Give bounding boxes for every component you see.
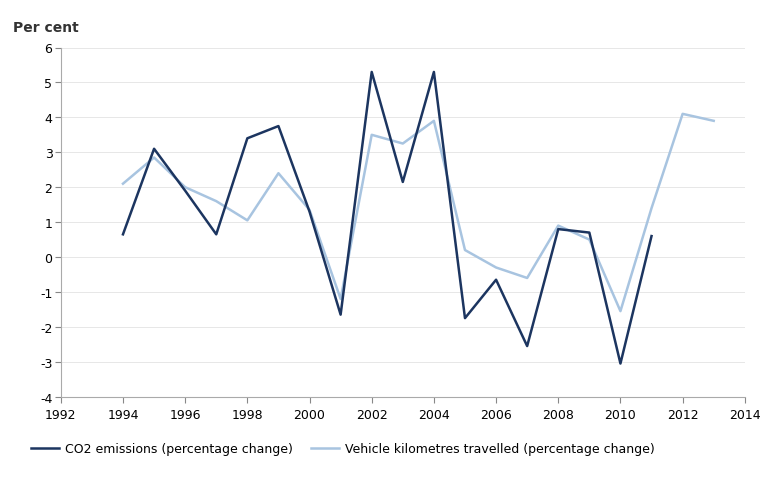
Vehicle kilometres travelled (percentage change) (429, 119, 439, 124)
Vehicle kilometres travelled (percentage change) (367, 133, 376, 138)
CO2 emissions (percentage change) (523, 344, 532, 349)
CO2 emissions (percentage change) (242, 136, 252, 142)
CO2 emissions (percentage change) (647, 234, 656, 240)
CO2 emissions (percentage change) (119, 232, 128, 238)
CO2 emissions (percentage change) (274, 124, 283, 130)
Vehicle kilometres travelled (percentage change) (336, 296, 345, 302)
Vehicle kilometres travelled (percentage change) (181, 185, 190, 191)
CO2 emissions (percentage change) (181, 188, 190, 194)
Vehicle kilometres travelled (percentage change) (554, 223, 563, 229)
CO2 emissions (percentage change) (461, 316, 470, 321)
Line: Vehicle kilometres travelled (percentage change): Vehicle kilometres travelled (percentage… (123, 115, 714, 312)
Vehicle kilometres travelled (percentage change) (678, 112, 687, 118)
CO2 emissions (percentage change) (554, 227, 563, 232)
CO2 emissions (percentage change) (212, 232, 221, 238)
Vehicle kilometres travelled (percentage change) (305, 208, 314, 213)
Legend: CO2 emissions (percentage change), Vehicle kilometres travelled (percentage chan: CO2 emissions (percentage change), Vehic… (26, 438, 660, 460)
Vehicle kilometres travelled (percentage change) (584, 237, 594, 243)
Vehicle kilometres travelled (percentage change) (616, 309, 625, 315)
CO2 emissions (percentage change) (367, 70, 376, 76)
Vehicle kilometres travelled (percentage change) (709, 119, 718, 124)
Text: Per cent: Per cent (13, 20, 79, 34)
CO2 emissions (percentage change) (336, 312, 345, 318)
CO2 emissions (percentage change) (429, 70, 439, 76)
CO2 emissions (percentage change) (398, 180, 407, 185)
Vehicle kilometres travelled (percentage change) (461, 248, 470, 254)
Vehicle kilometres travelled (percentage change) (523, 275, 532, 281)
CO2 emissions (percentage change) (305, 209, 314, 215)
Line: CO2 emissions (percentage change): CO2 emissions (percentage change) (123, 73, 651, 364)
Vehicle kilometres travelled (percentage change) (274, 171, 283, 177)
CO2 emissions (percentage change) (150, 147, 159, 152)
CO2 emissions (percentage change) (584, 230, 594, 236)
Vehicle kilometres travelled (percentage change) (398, 141, 407, 147)
Vehicle kilometres travelled (percentage change) (119, 182, 128, 187)
CO2 emissions (percentage change) (616, 361, 625, 367)
CO2 emissions (percentage change) (492, 277, 501, 283)
Vehicle kilometres travelled (percentage change) (242, 218, 252, 224)
Vehicle kilometres travelled (percentage change) (492, 265, 501, 271)
Vehicle kilometres travelled (percentage change) (150, 155, 159, 161)
Vehicle kilometres travelled (percentage change) (647, 206, 656, 212)
Vehicle kilometres travelled (percentage change) (212, 199, 221, 205)
